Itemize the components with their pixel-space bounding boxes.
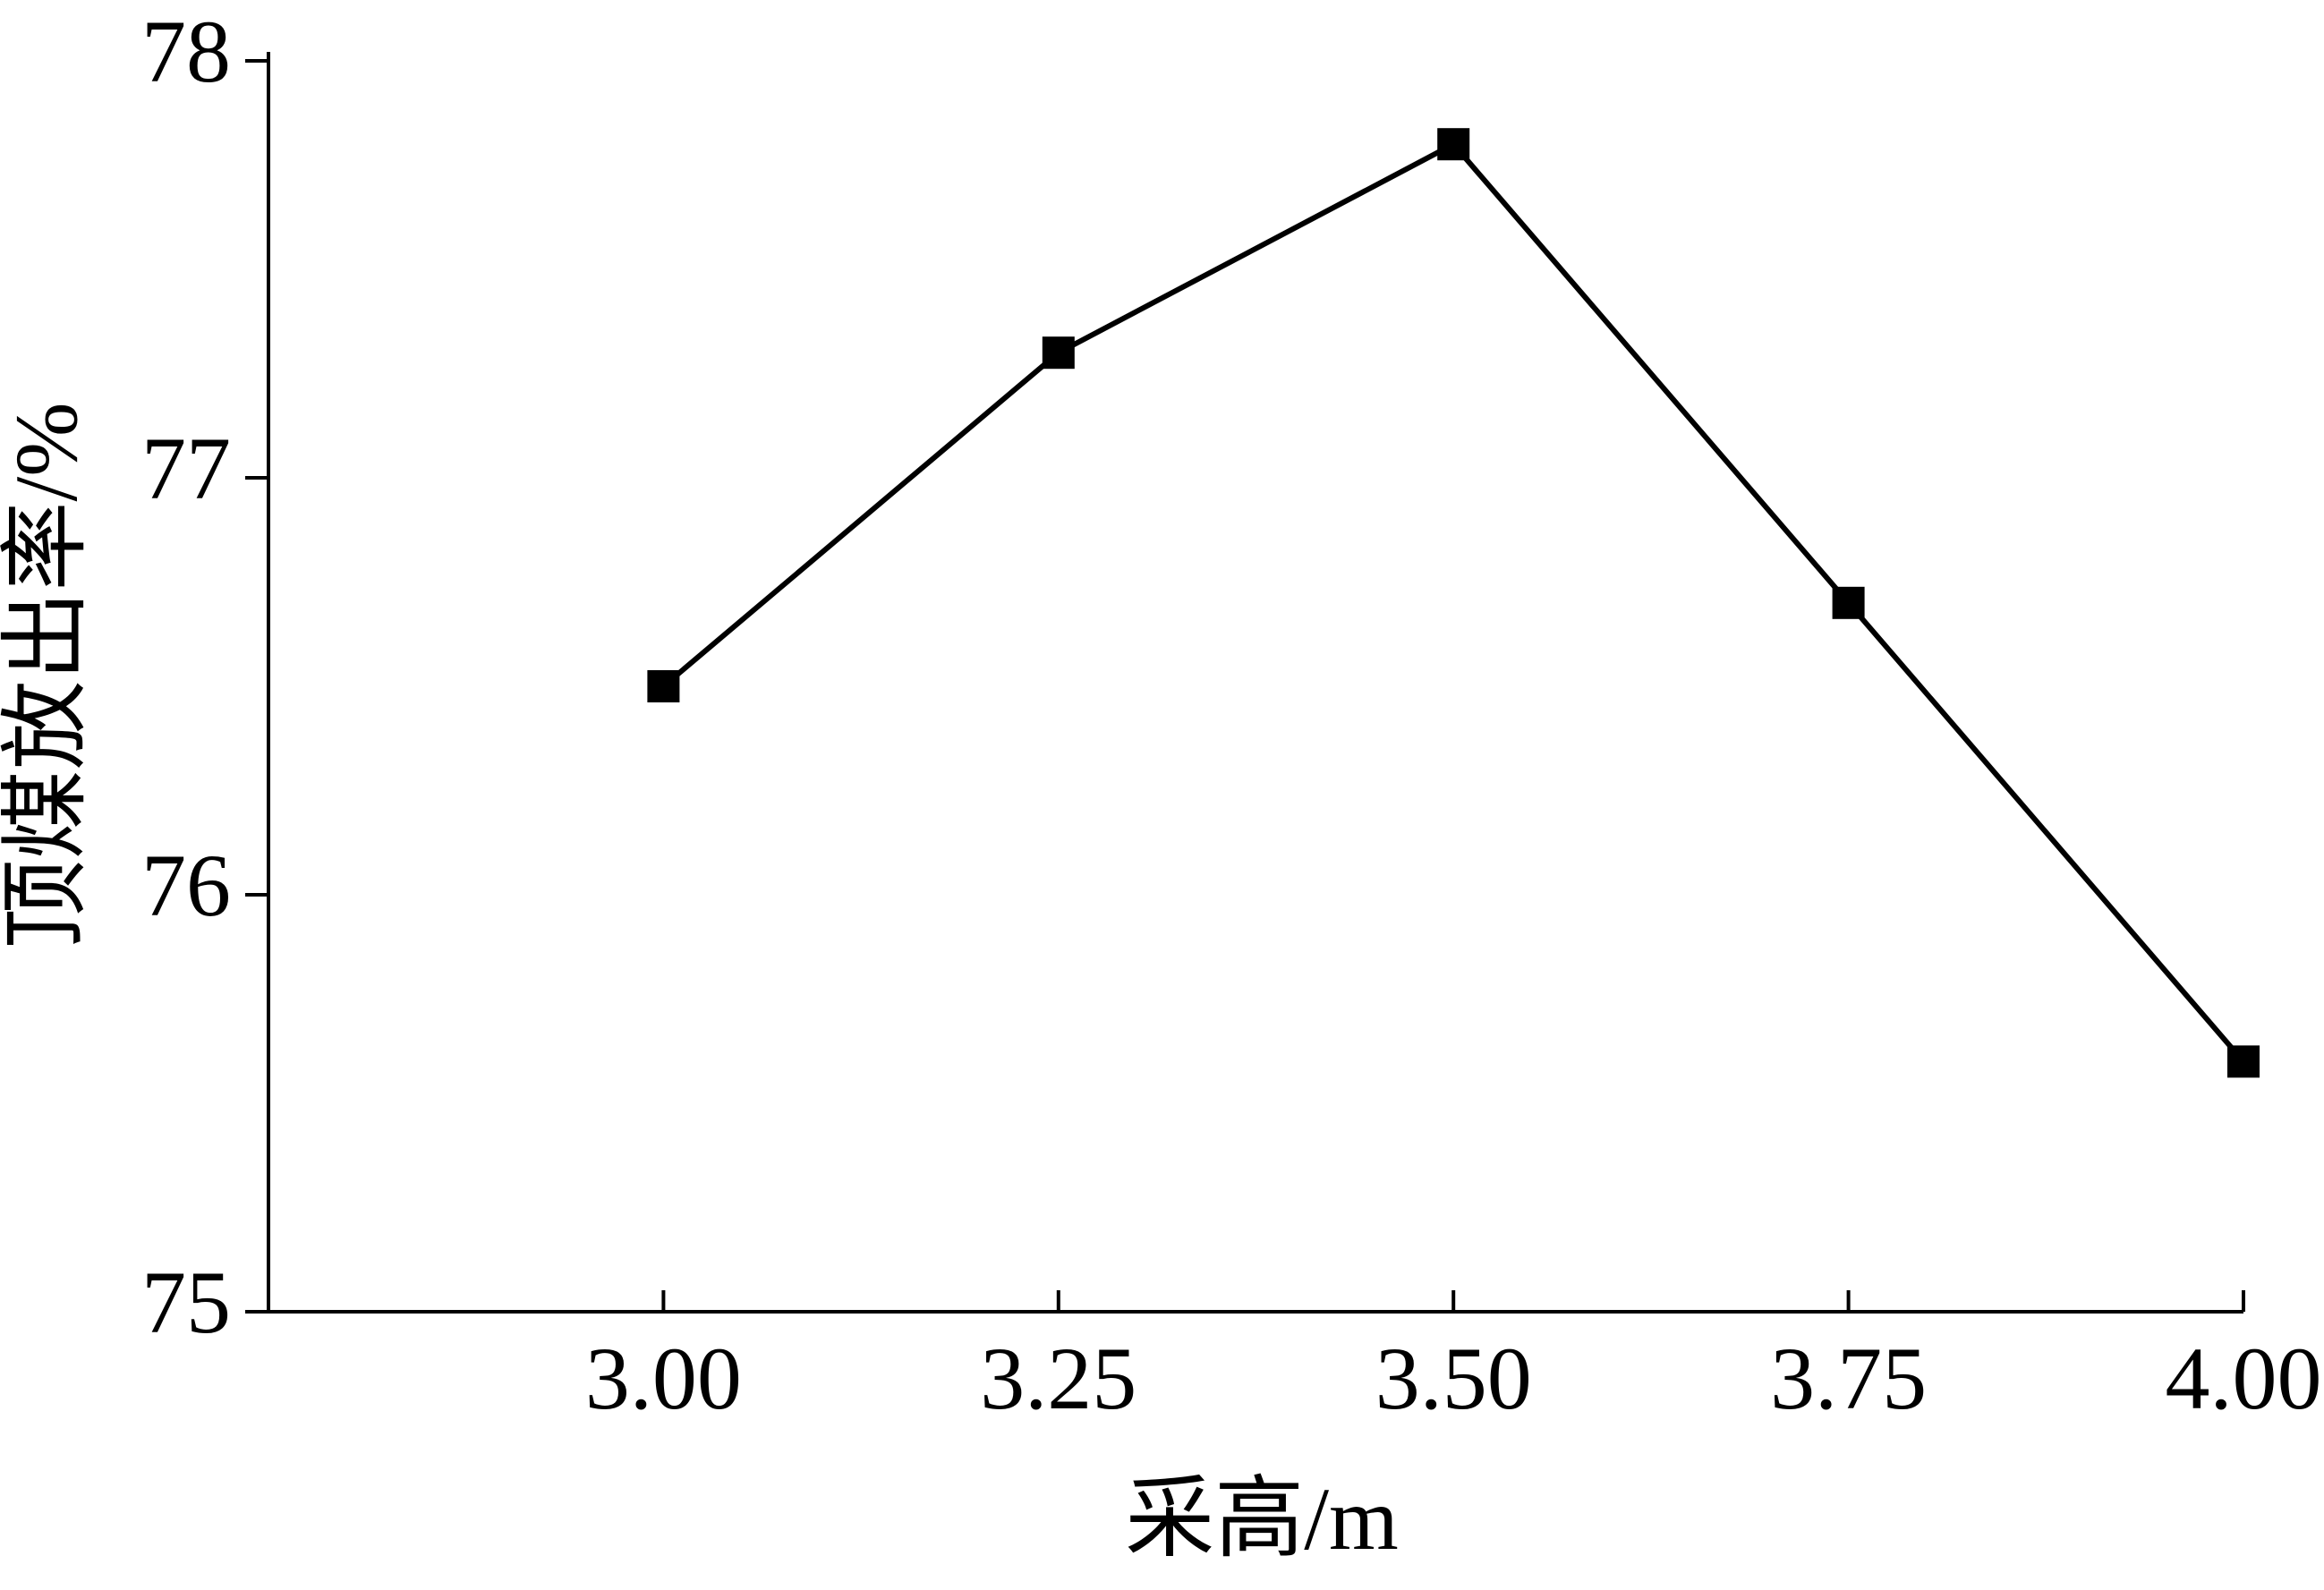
marker bbox=[2227, 1045, 2260, 1078]
x-tick-label: 3.25 bbox=[980, 1329, 1136, 1428]
marker bbox=[1042, 336, 1075, 370]
x-axis-label: 采高/m bbox=[1125, 1469, 1399, 1569]
marker bbox=[647, 670, 680, 702]
x-tick-label: 4.00 bbox=[2166, 1329, 2322, 1428]
y-tick-label: 78 bbox=[141, 2, 231, 101]
line bbox=[661, 140, 2246, 1064]
marker bbox=[1437, 128, 1470, 161]
y-tick-label: 76 bbox=[141, 836, 231, 935]
y-tick-label: 77 bbox=[141, 419, 231, 518]
marker bbox=[1832, 586, 1865, 619]
x-tick-label: 3.75 bbox=[1770, 1329, 1927, 1428]
y-tick-label: 75 bbox=[141, 1253, 231, 1352]
y-axis-label: 顶煤放出率/% bbox=[0, 402, 96, 948]
x-tick-label: 3.50 bbox=[1375, 1329, 1532, 1428]
x-tick-label: 3.00 bbox=[585, 1329, 742, 1428]
